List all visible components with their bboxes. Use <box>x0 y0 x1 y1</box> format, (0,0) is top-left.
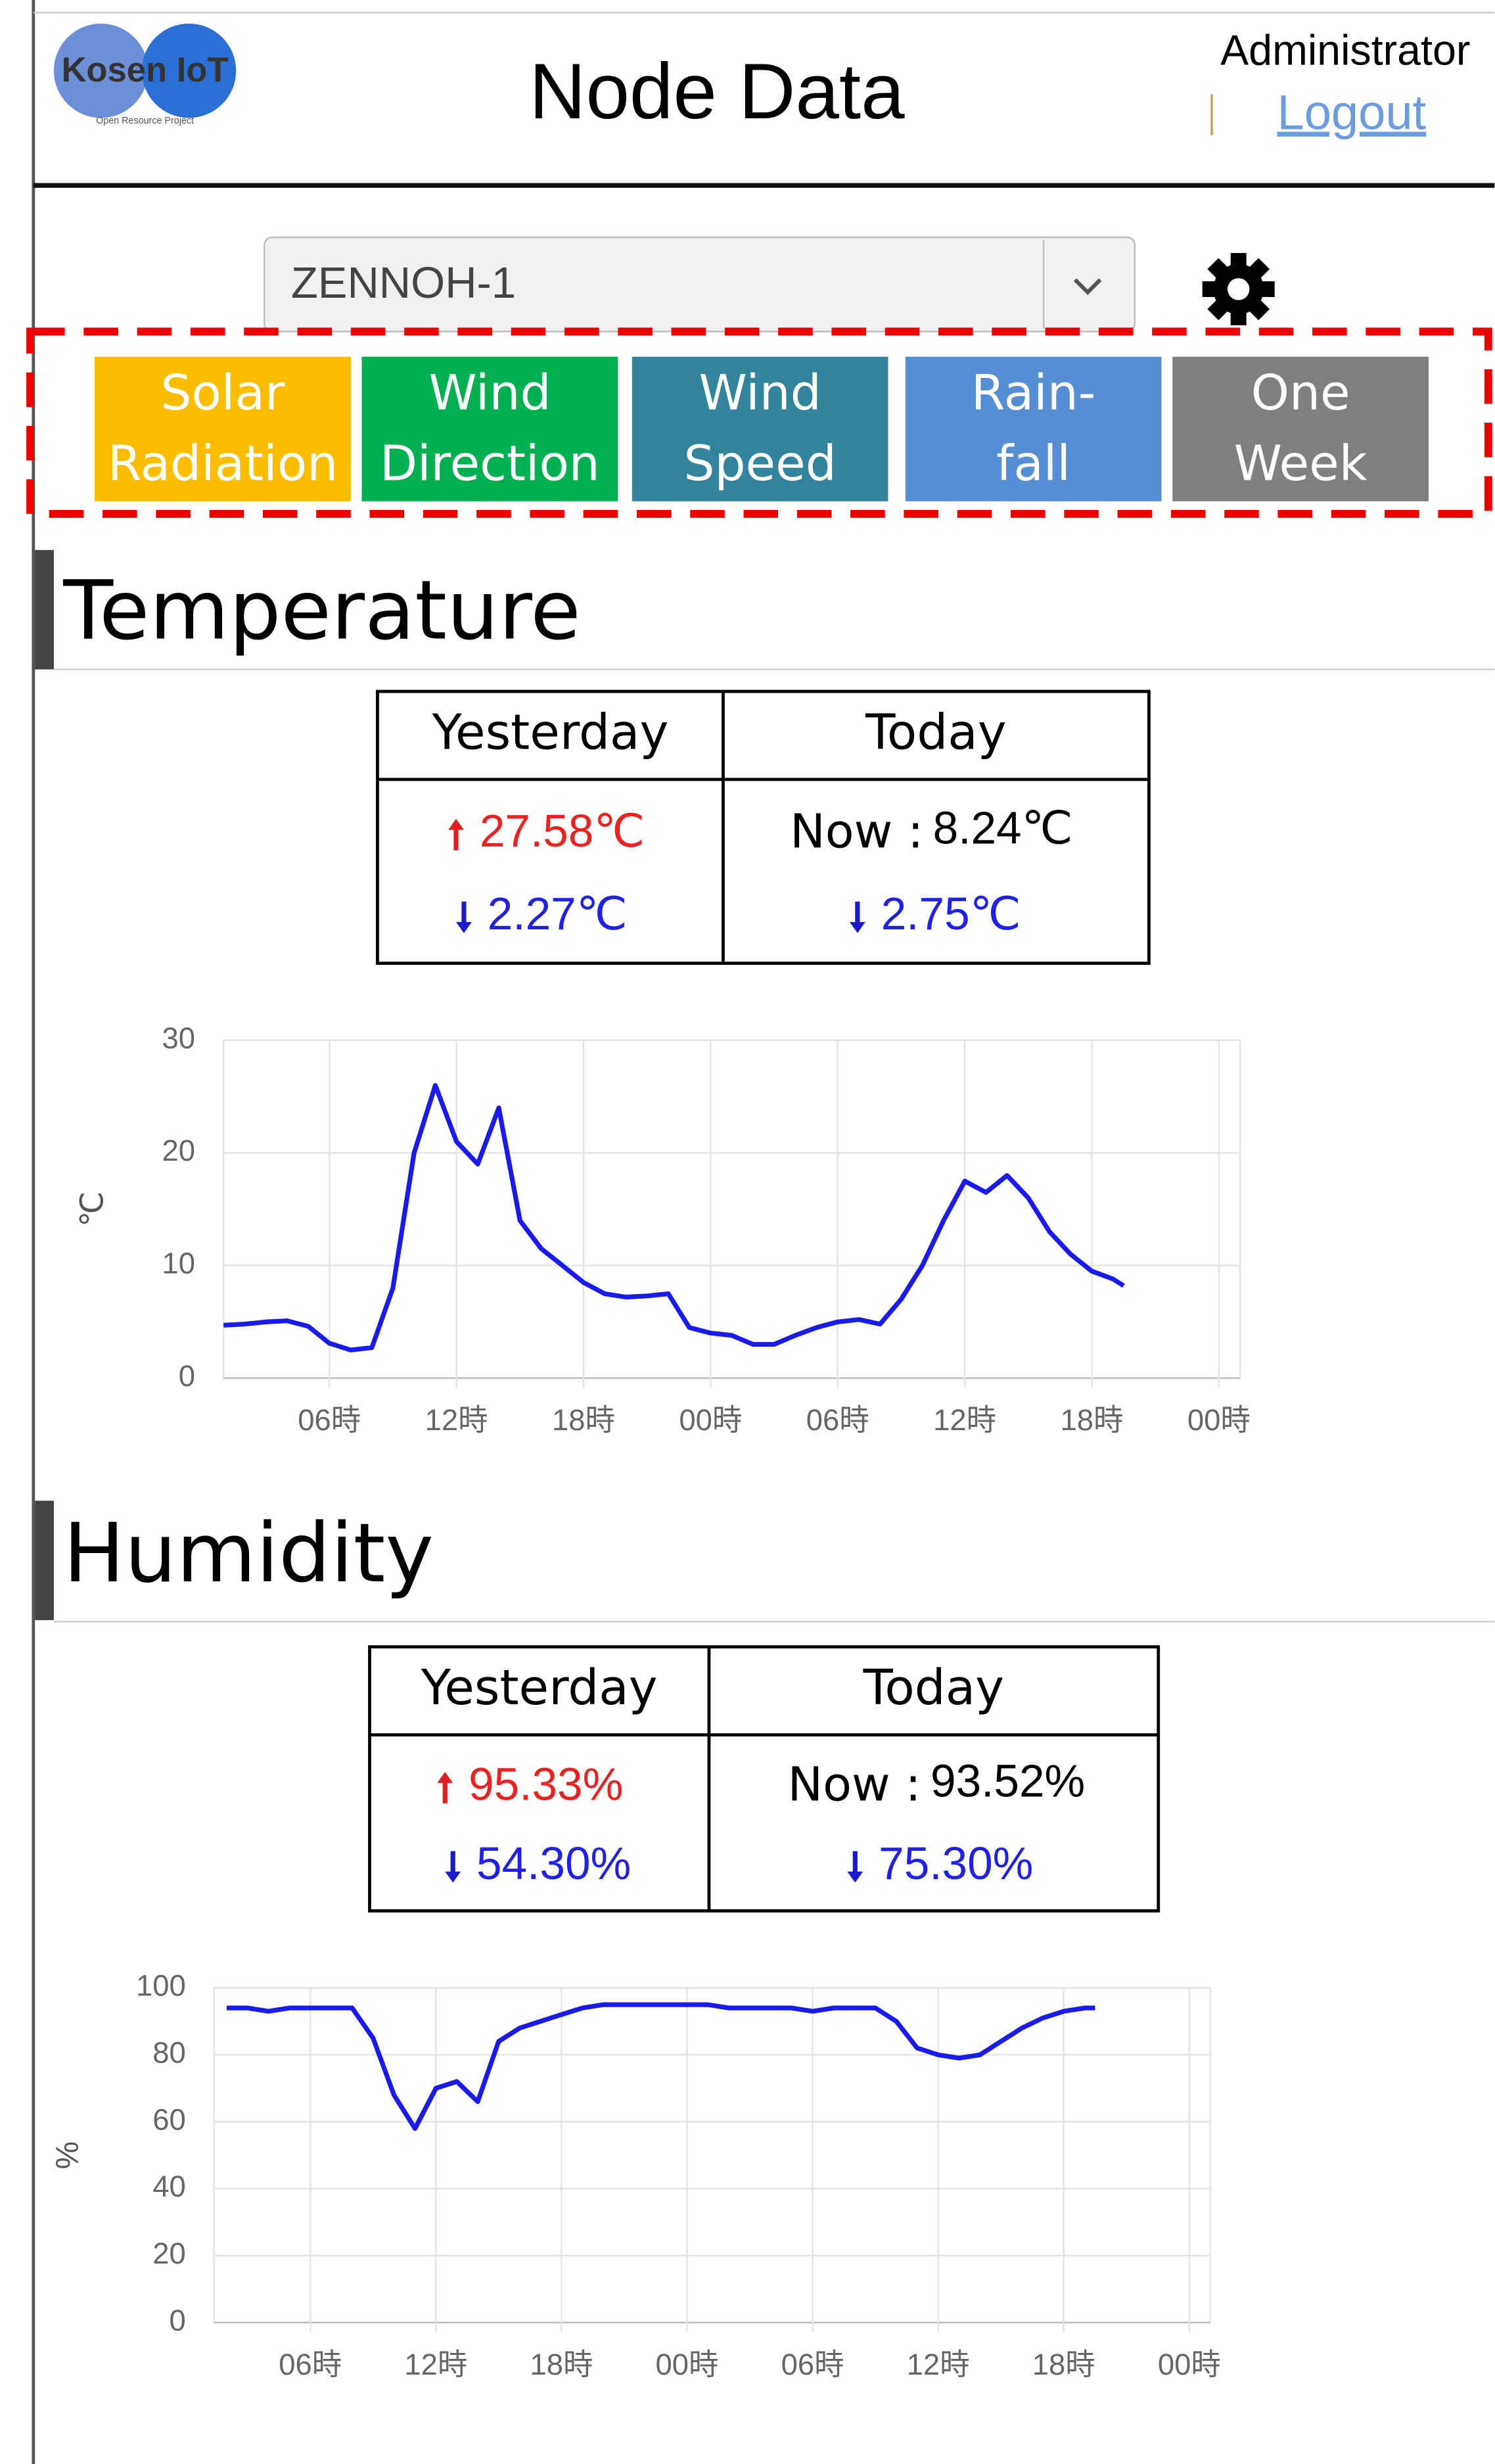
button-label: Radiation <box>108 436 338 492</box>
y-tick-label: 0 <box>169 2304 185 2337</box>
down-arrow <box>849 901 865 933</box>
y-tick-label: 20 <box>162 1134 196 1167</box>
table-border <box>368 1645 1161 1913</box>
x-tick-label: 18時 <box>1032 2348 1095 2381</box>
logo-text: Kosen IoT <box>61 51 228 89</box>
line-chart: 0 10 20 30 06時 12時 18時 00時 06時 12時 18時 00時 ℃ <box>76 1021 1251 1437</box>
summary-table: Yesterday Today 95.33% 54.30% Now :93.52% 75.… <box>368 1645 1161 1913</box>
nav-button[interactable]: Rain-fall <box>905 356 1162 501</box>
logo-circle <box>141 23 237 118</box>
now-value: 8.24℃ <box>933 802 1073 853</box>
button-label: fall <box>996 436 1070 492</box>
logo-subtext: Open Resource Project <box>96 116 194 126</box>
logo: Kosen IoT Open Resource Project <box>53 23 237 126</box>
button-label: Week <box>1234 436 1368 492</box>
table-header: Yesterday <box>432 704 669 760</box>
yesterday-high: 27.58℃ <box>480 805 645 856</box>
y-tick-label: 20 <box>152 2237 186 2270</box>
y-tick-label: 0 <box>179 1359 195 1393</box>
x-tick-label: 18時 <box>552 1403 615 1437</box>
logo-circle <box>53 23 149 118</box>
down-arrow <box>847 1851 863 1883</box>
nav-button[interactable]: Wind Speed <box>632 356 888 501</box>
data-line <box>223 1082 1125 1353</box>
up-arrow <box>448 818 464 850</box>
button-face[interactable] <box>1172 356 1429 501</box>
button-label: Wind <box>428 365 551 421</box>
button-label: Wind <box>699 365 821 421</box>
nav-button[interactable]: Wind Direction <box>361 356 618 501</box>
up-arrow <box>437 1772 453 1803</box>
user-name: Administrator <box>1220 26 1470 74</box>
sections: Temperature Yesterday Today 27.58℃ 2.27℃ Now … <box>35 549 1495 2381</box>
today-low: 2.75℃ <box>881 888 1021 939</box>
x-tick-label: 06時 <box>298 1403 361 1437</box>
dropdown-value: ZENNOH-1 <box>291 258 516 308</box>
table-header: Yesterday <box>421 1660 658 1716</box>
down-arrow <box>445 1851 461 1883</box>
now-label: Now : <box>788 1756 921 1811</box>
y-tick-label: 100 <box>136 1969 186 2003</box>
button-label: Solar <box>160 365 285 421</box>
button-face[interactable] <box>361 356 618 501</box>
yesterday-high: 95.33% <box>469 1758 623 1809</box>
x-tick-label: 12時 <box>907 2348 970 2381</box>
table-header: Today <box>865 704 1006 760</box>
section-title: Temperature <box>62 563 580 658</box>
y-tick-label: 30 <box>162 1021 196 1055</box>
yesterday-low: 54.30% <box>476 1838 631 1889</box>
title-accent <box>35 1500 54 1621</box>
x-tick-label: 00時 <box>679 1403 742 1437</box>
section-title: Humidity <box>63 1506 434 1601</box>
x-tick-label: 00時 <box>1158 2348 1221 2381</box>
today-low: 75.30% <box>879 1838 1033 1889</box>
dropdown-arrow <box>1073 278 1102 295</box>
node-selector[interactable]: ZENNOH-1 <box>264 236 1136 333</box>
data-line <box>226 2002 1095 2131</box>
button-bar: Solar Radiation Wind Direction Wind Speed Rain… <box>95 356 1429 501</box>
x-tick-label: 18時 <box>530 2348 593 2381</box>
page-title: Node Data <box>529 48 905 135</box>
x-tick-label: 06時 <box>806 1403 869 1437</box>
x-tick-label: 12時 <box>425 1403 488 1437</box>
y-tick-label: 40 <box>152 2170 186 2203</box>
button-label: One <box>1251 365 1350 421</box>
x-tick-label: 06時 <box>781 2348 844 2381</box>
table-header: Today <box>863 1660 1004 1716</box>
nav-button[interactable]: One Week <box>1172 356 1429 501</box>
y-tick-label: 60 <box>152 2103 186 2136</box>
data-section: Temperature Yesterday Today 27.58℃ 2.27℃ Now … <box>35 549 1495 1437</box>
gear-hole <box>1227 278 1250 300</box>
nav-button[interactable]: Solar Radiation <box>95 356 351 501</box>
now-value: 93.52% <box>931 1755 1085 1806</box>
data-section: Humidity Yesterday Today 95.33% 54.30% Now :9… <box>35 1500 1495 2381</box>
x-tick-label: 06時 <box>279 2348 342 2381</box>
y-tick-label: 10 <box>162 1247 196 1280</box>
down-arrow <box>455 901 472 933</box>
title-accent <box>35 549 54 670</box>
settings-icon[interactable] <box>1202 252 1275 325</box>
button-face[interactable] <box>95 356 351 501</box>
y-tick-label: 80 <box>152 2035 186 2069</box>
x-tick-label: 00時 <box>656 2348 719 2381</box>
x-tick-label: 18時 <box>1061 1403 1124 1437</box>
line-chart: 0 20 40 60 80 100 06時 12時 18時 00時 06時 12時 18時 00時% <box>50 1969 1220 2381</box>
button-face[interactable] <box>905 356 1162 501</box>
logout-link[interactable]: Logout <box>1277 85 1426 140</box>
y-axis-label: % <box>50 2141 85 2170</box>
x-tick-label: 12時 <box>933 1403 996 1437</box>
x-tick-label: 12時 <box>404 2348 467 2381</box>
now-label: Now : <box>790 803 923 858</box>
x-tick-label: 00時 <box>1187 1403 1251 1437</box>
table-border <box>376 689 1151 965</box>
button-face[interactable] <box>632 356 888 501</box>
button-label: Rain- <box>971 365 1096 421</box>
summary-table: Yesterday Today 27.58℃ 2.27℃ Now :8.24℃ 2.75℃ <box>376 689 1151 965</box>
y-axis-label: ℃ <box>76 1192 110 1227</box>
yesterday-low: 2.27℃ <box>488 888 628 939</box>
button-label: Direction <box>380 436 600 492</box>
button-label: Speed <box>683 436 836 492</box>
